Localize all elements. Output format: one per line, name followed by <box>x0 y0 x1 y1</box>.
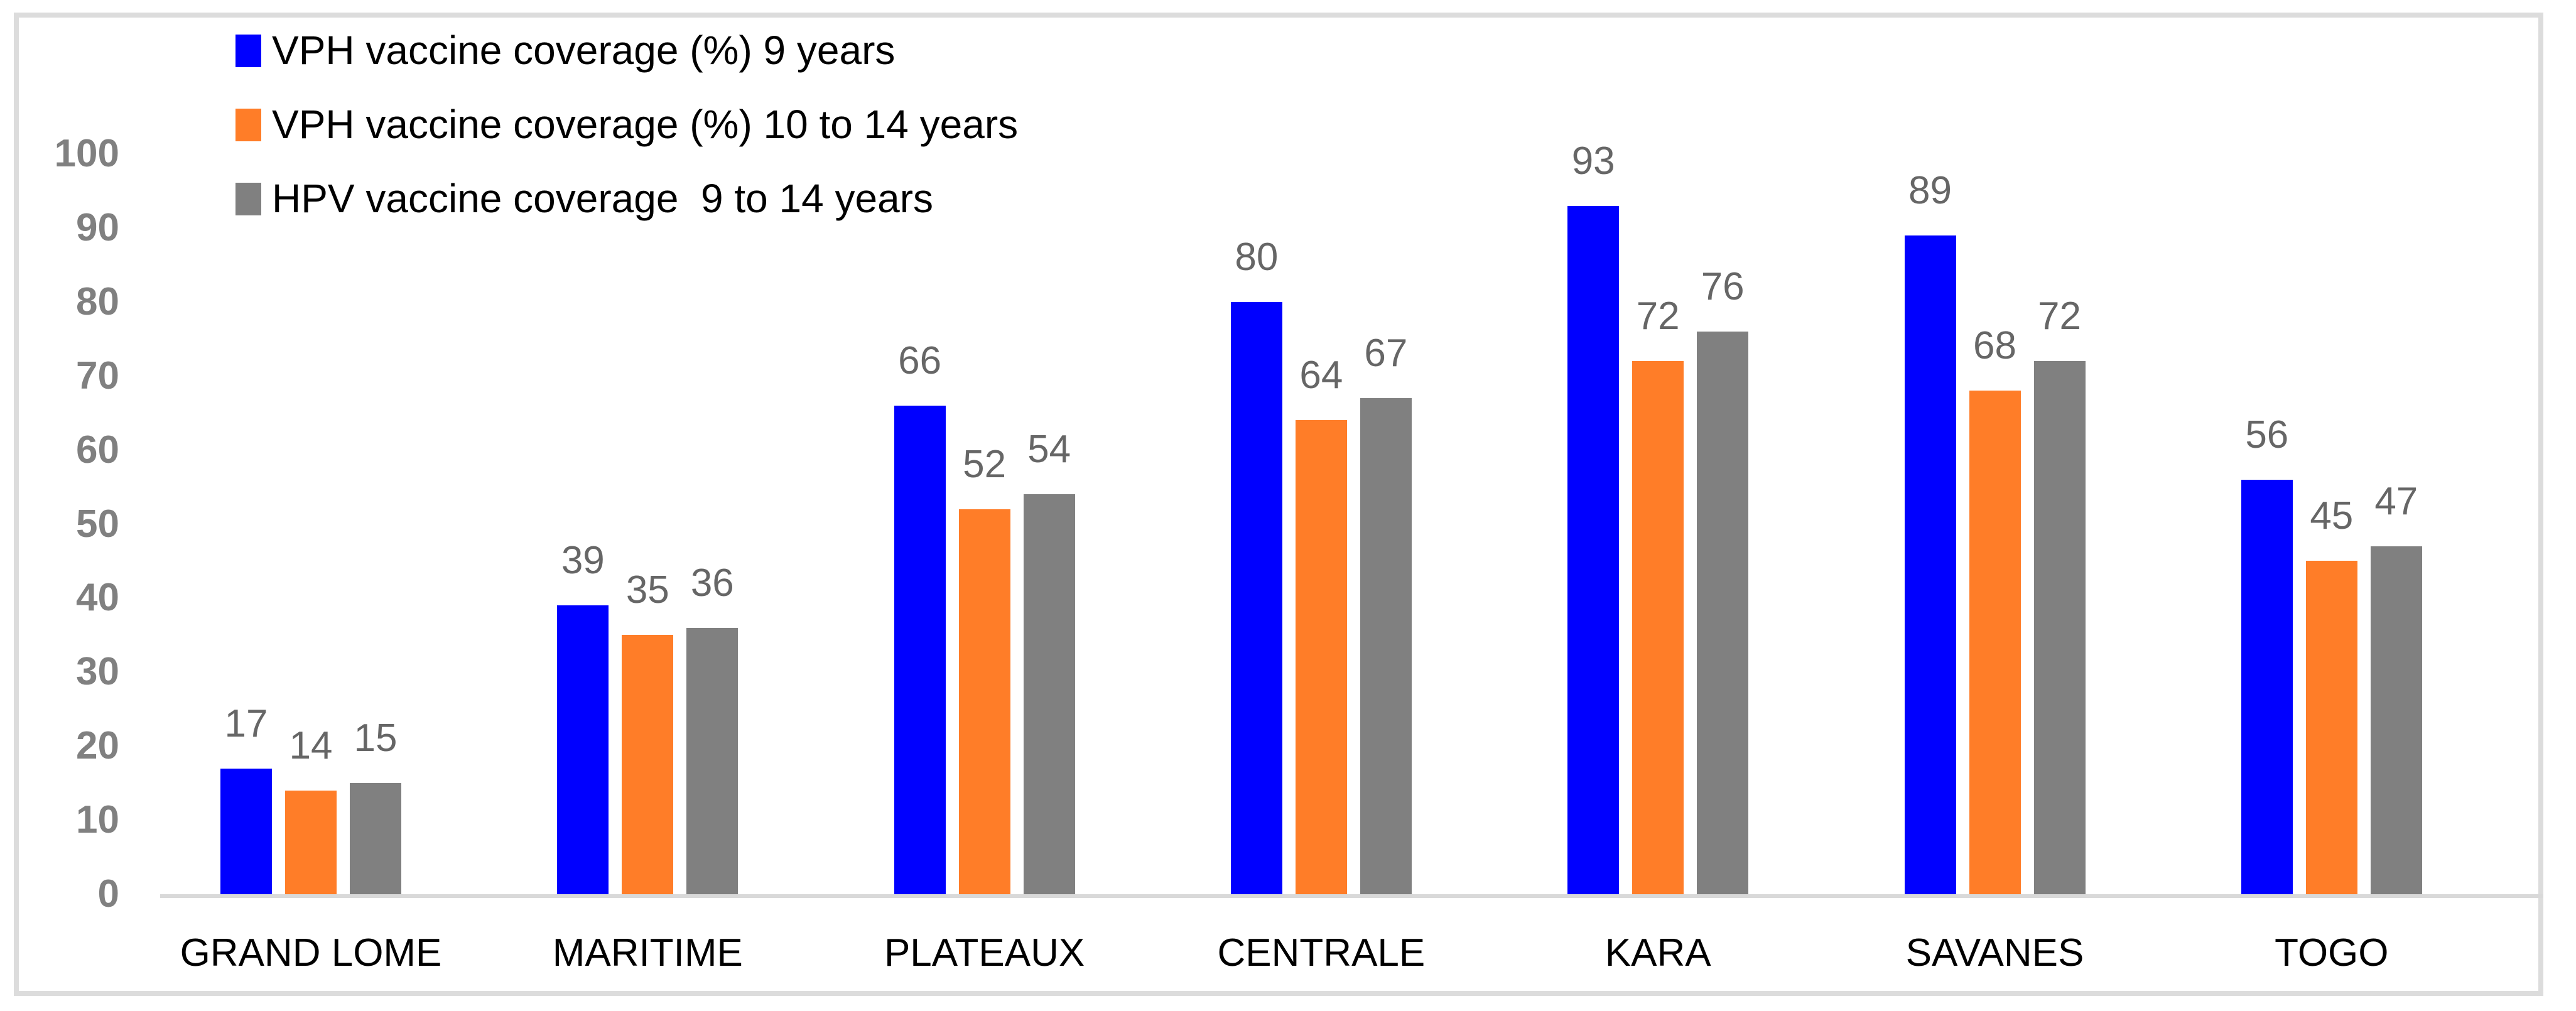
bar-value-label: 66 <box>898 338 942 382</box>
bar <box>350 783 401 894</box>
y-tick-label: 10 <box>76 798 119 842</box>
category-label: KARA <box>1605 931 1711 975</box>
bar <box>2033 361 2086 894</box>
bar <box>2241 479 2293 894</box>
bar-value-label: 54 <box>1027 428 1071 472</box>
bar <box>894 405 946 894</box>
bar <box>2370 546 2422 894</box>
bar <box>1295 420 1347 894</box>
bar-value-label: 14 <box>289 723 333 767</box>
bar-value-label: 39 <box>561 539 605 583</box>
bar-value-label: 80 <box>1235 235 1279 279</box>
bar-value-label: 56 <box>2245 413 2289 457</box>
bar-value-label: 93 <box>1571 139 1615 183</box>
chart-frame-border <box>14 13 2543 996</box>
legend-label: HPV vaccine coverage 9 to 14 years <box>272 176 933 221</box>
bar <box>1230 301 1282 894</box>
bar-value-label: 36 <box>690 561 734 605</box>
bar-value-label: 52 <box>963 442 1007 486</box>
bar <box>686 627 739 894</box>
bar <box>1969 391 2021 894</box>
category-label: PLATEAUX <box>884 931 1085 975</box>
legend-swatch-icon <box>235 182 261 215</box>
y-tick-label: 0 <box>97 872 119 916</box>
bar <box>958 509 1010 894</box>
y-tick-label: 40 <box>76 576 119 620</box>
legend-label: VPH vaccine coverage (%) 10 to 14 years <box>272 102 1019 147</box>
y-tick-label: 80 <box>76 279 119 323</box>
category-label: MARITIME <box>552 931 743 975</box>
category-label: GRAND LOME <box>180 931 442 975</box>
bar <box>220 768 272 894</box>
bar-value-label: 72 <box>2038 295 2081 338</box>
bar-value-label: 45 <box>2310 494 2354 538</box>
category-label: TOGO <box>2275 931 2389 975</box>
legend-item: VPH vaccine coverage (%) 9 years <box>235 28 1018 73</box>
legend-item: VPH vaccine coverage (%) 10 to 14 years <box>235 102 1019 147</box>
category-label: SAVANES <box>1905 931 2084 975</box>
y-tick-label: 30 <box>76 650 119 694</box>
bar <box>1023 494 1075 894</box>
x-axis-line <box>160 894 2543 898</box>
y-tick-label: 70 <box>76 354 119 397</box>
y-tick-label: 20 <box>76 724 119 768</box>
bar <box>557 605 609 894</box>
bar <box>285 790 337 894</box>
legend-swatch-icon <box>235 34 261 67</box>
bar <box>1360 398 1412 894</box>
bar <box>1632 361 1684 894</box>
bar <box>1904 235 1956 894</box>
legend: VPH vaccine coverage (%) 9 years VPH vacc… <box>235 28 1019 256</box>
y-tick-label: 50 <box>76 502 119 546</box>
bar-value-label: 64 <box>1299 354 1343 397</box>
bar-value-label: 76 <box>1701 264 1745 308</box>
legend-label: VPH vaccine coverage (%) 9 years <box>272 28 896 73</box>
bar-value-label: 47 <box>2374 479 2418 523</box>
bar-value-label: 35 <box>625 568 669 612</box>
y-tick-label: 100 <box>54 132 119 175</box>
bar-value-label: 89 <box>1908 168 1952 212</box>
y-tick-label: 90 <box>76 205 119 249</box>
bar <box>1697 331 1749 894</box>
bar-value-label: 72 <box>1636 295 1680 338</box>
bar-value-label: 15 <box>354 716 398 760</box>
bar <box>2305 561 2357 894</box>
bar-value-label: 67 <box>1364 332 1408 376</box>
legend-swatch-icon <box>235 108 261 141</box>
bar <box>1567 205 1620 894</box>
category-label: CENTRALE <box>1217 931 1426 975</box>
bar-value-label: 68 <box>1973 324 2016 368</box>
y-tick-label: 60 <box>76 428 119 472</box>
bar <box>622 635 674 894</box>
legend-item: HPV vaccine coverage 9 to 14 years <box>235 176 1018 221</box>
bar-value-label: 17 <box>224 701 268 745</box>
